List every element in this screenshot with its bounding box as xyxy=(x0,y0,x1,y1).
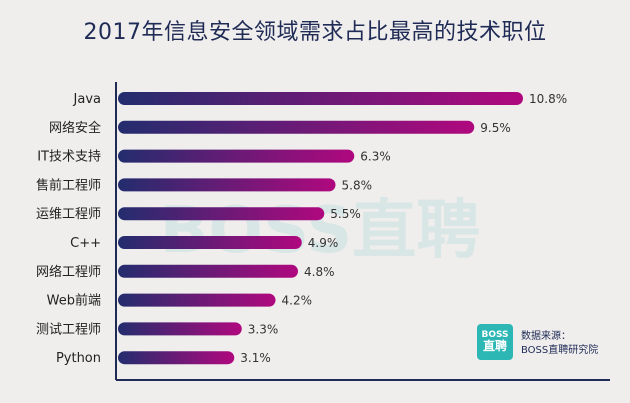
bar xyxy=(118,178,336,192)
logo-text-bottom: 直聘 xyxy=(482,339,507,354)
value-label: 5.5% xyxy=(330,207,361,221)
category-label: 售前工程师 xyxy=(36,177,101,193)
watermark: BOSS直聘 xyxy=(160,194,481,268)
value-label: 6.3% xyxy=(360,150,391,164)
bar xyxy=(118,207,325,221)
data-source: 数据来源： BOSS直聘研究院 xyxy=(521,330,598,358)
value-label: 3.1% xyxy=(240,351,271,365)
category-label: IT技术支持 xyxy=(37,150,101,165)
category-label: 网络安全 xyxy=(49,120,101,136)
bar xyxy=(118,92,523,105)
category-label: Java xyxy=(73,92,101,107)
category-label: Python xyxy=(56,351,101,366)
category-label: 运维工程师 xyxy=(36,207,101,222)
value-label: 10.8% xyxy=(529,92,567,106)
bar xyxy=(118,322,242,336)
value-label: 5.8% xyxy=(342,178,373,192)
category-label: 测试工程师 xyxy=(36,322,101,337)
value-label: 9.5% xyxy=(480,121,511,135)
chart-title: 2017年信息安全领域需求占比最高的技术职位 xyxy=(83,20,547,45)
bar xyxy=(118,293,276,307)
source-label: 数据来源： xyxy=(521,331,571,342)
category-label: 网络工程师 xyxy=(36,264,101,280)
value-label: 3.3% xyxy=(248,322,279,336)
bar xyxy=(118,264,298,278)
logo-text-top: BOSS xyxy=(481,329,509,340)
bar xyxy=(118,236,302,249)
bar xyxy=(118,149,355,163)
value-label: 4.2% xyxy=(282,294,313,308)
category-label: C++ xyxy=(70,236,101,251)
bar xyxy=(118,351,235,365)
bar xyxy=(118,120,475,134)
value-label: 4.9% xyxy=(308,236,339,250)
source-name: BOSS直聘研究院 xyxy=(521,345,599,356)
boss-logo: BOSS 直聘 xyxy=(477,324,513,360)
category-label: Web前端 xyxy=(47,293,101,309)
value-label: 4.8% xyxy=(304,265,335,279)
